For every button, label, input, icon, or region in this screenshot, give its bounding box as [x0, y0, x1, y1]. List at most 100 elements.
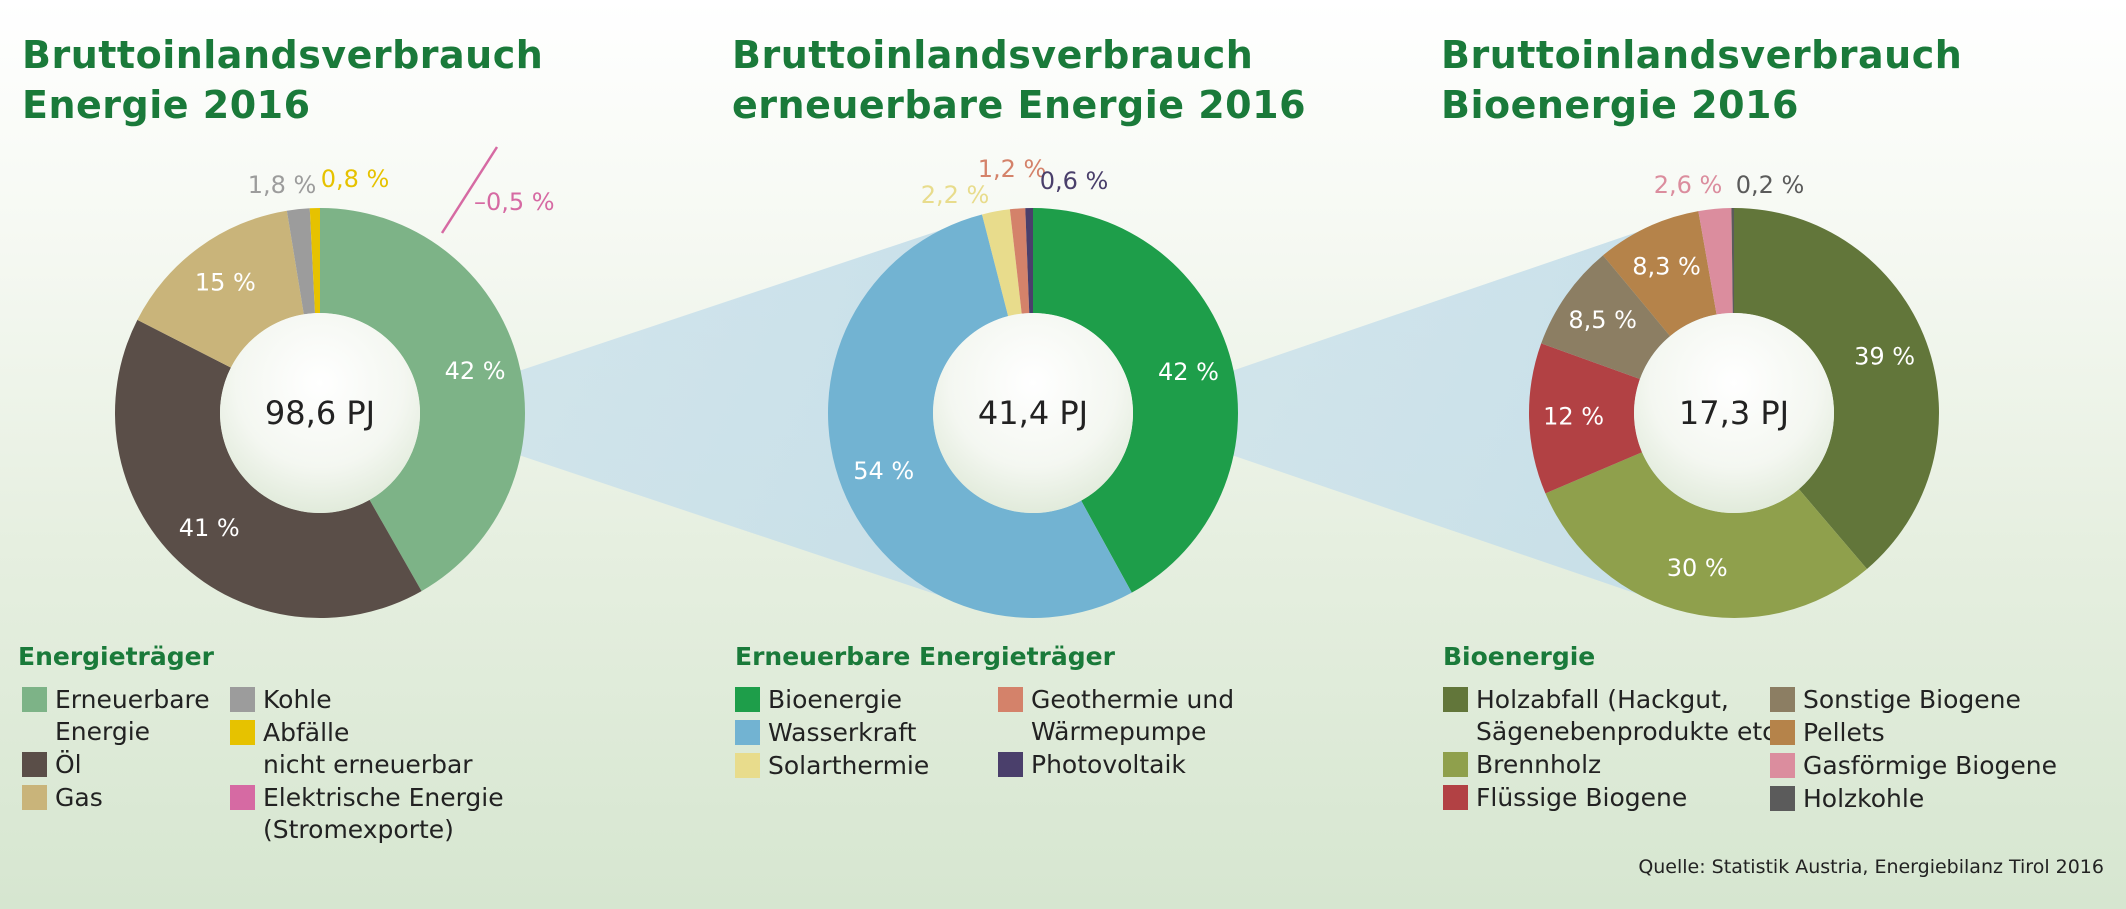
legend-swatch: [1770, 687, 1795, 712]
legend-label: Gasförmige Biogene: [1803, 751, 2058, 780]
donut-slice: [982, 209, 1022, 317]
legend-swatch: [22, 752, 47, 777]
legend-item: Erneuerbare Energie: [22, 684, 210, 748]
legend-1-column-1: Geothermie und Wärmepumpe Photovoltaik: [998, 684, 1234, 782]
source-note: Quelle: Statistik Austria, Energiebilanz…: [1638, 856, 2104, 878]
donut-slice: [320, 208, 526, 592]
donut-slice: [1731, 208, 1734, 314]
slice-label: 39 %: [1854, 343, 1915, 371]
donut-slice: [1025, 208, 1033, 314]
donut-slice: [1541, 255, 1671, 380]
legend-swatch: [735, 753, 760, 778]
legend-swatch: [22, 785, 47, 810]
donut-slice: [1033, 208, 1238, 593]
legend-swatch: [1770, 786, 1795, 811]
donut-slice: [137, 210, 304, 368]
legend-item: Elektrische Energie (Stromexporte): [230, 782, 504, 846]
legend-swatch: [1770, 753, 1795, 778]
slice-label: 41 %: [179, 514, 240, 542]
slice-label: 1,8 %: [248, 171, 317, 199]
legend-label: Bioenergie: [768, 685, 903, 714]
legend-swatch: [735, 720, 760, 745]
slice-label: 12 %: [1543, 403, 1604, 431]
legend-item: Flüssige Biogene: [1443, 782, 1794, 814]
chart-title-bioenergie: Bruttoinlandsverbrauch Bioenergie 2016: [1441, 33, 1963, 127]
chart-title-erneuerbare: Bruttoinlandsverbrauch erneuerbare Energi…: [732, 33, 1307, 127]
legend-item: Holzkohle: [1770, 783, 2057, 815]
donut-slice: [1009, 208, 1030, 314]
legend-title-bioenergie: Bioenergie: [1443, 642, 1596, 671]
donut-slice: [115, 319, 422, 618]
legend-item: Wasserkraft: [735, 717, 929, 749]
donut-slice: [1528, 343, 1643, 494]
legend-title-energietraeger: Energieträger: [18, 642, 214, 671]
donut-hole: [1634, 313, 1834, 513]
donut-hole: [933, 313, 1133, 513]
donut-center-label: 17,3 PJ: [1679, 394, 1789, 432]
legend-item: Öl: [22, 749, 210, 781]
slice-label: 2,2 %: [921, 181, 990, 209]
slice-label: 15 %: [195, 268, 256, 296]
slice-label: 1,2 %: [978, 155, 1047, 183]
legend-label: Öl: [55, 750, 82, 779]
legend-label: Brennholz: [1476, 750, 1602, 779]
legend-item: Kohle: [230, 684, 504, 716]
legend-2-column-0: Holzabfall (Hackgut, Sägenebenprodukte et…: [1443, 684, 1794, 815]
legend-swatch: [1443, 752, 1468, 777]
legend-swatch: [1443, 687, 1468, 712]
slice-label: 2,6 %: [1654, 171, 1723, 199]
legend-swatch: [22, 687, 47, 712]
legend-swatch: [998, 752, 1023, 777]
legend-label: Kohle: [263, 685, 332, 714]
donut-slice: [309, 208, 320, 314]
legend-label: Flüssige Biogene: [1476, 783, 1688, 812]
donut-slice: [1602, 211, 1717, 337]
legend-label: Gas: [55, 783, 103, 812]
legend-swatch: [1770, 720, 1795, 745]
legend-swatch: [1443, 785, 1468, 810]
legend-item: Abfälle nicht erneuerbar: [230, 717, 504, 781]
chart-title-energie: Bruttoinlandsverbrauch Energie 2016: [22, 33, 544, 127]
slice-label: 0,6 %: [1040, 167, 1109, 195]
slice-label: 42 %: [445, 357, 506, 385]
legend-item: Photovoltaik: [998, 749, 1234, 781]
legend-label: Photovoltaik: [1031, 750, 1186, 779]
slice-label: 30 %: [1667, 554, 1728, 582]
slice-label: 8,3 %: [1632, 252, 1701, 280]
legend-swatch: [230, 720, 255, 745]
legend-swatch: [998, 687, 1023, 712]
legend-item: Geothermie und Wärmepumpe: [998, 684, 1234, 748]
legend-label: Erneuerbare Energie: [55, 685, 210, 746]
legend-item: Sonstige Biogene: [1770, 684, 2057, 716]
donut-chart-2: 42 % 54 % 2,2 %1,2 %0,6 % 41,4 PJ: [828, 155, 1238, 618]
legend-item: Gasförmige Biogene: [1770, 750, 2057, 782]
slice-label: 0,2 %: [1736, 171, 1805, 199]
legend-swatch: [230, 785, 255, 810]
donut-center-label: 41,4 PJ: [978, 394, 1088, 432]
annotation-line: [440, 146, 499, 234]
legend-item: Bioenergie: [735, 684, 929, 716]
donut-slice: [286, 208, 316, 315]
legend-2-column-1: Sonstige Biogene Pellets Gasförmige Biogen…: [1770, 684, 2057, 816]
donut-slice: [1734, 208, 1939, 570]
donut-center-label: 98,6 PJ: [265, 394, 375, 432]
slice-label: 54 %: [853, 457, 914, 485]
legend-swatch: [230, 687, 255, 712]
legend-label: Geothermie und Wärmepumpe: [1031, 685, 1235, 746]
donut-hole: [220, 313, 420, 513]
legend-item: Pellets: [1770, 717, 2057, 749]
legend-item: Gas: [22, 782, 210, 814]
legend-label: Solarthermie: [768, 751, 930, 780]
legend-item: Solarthermie: [735, 750, 929, 782]
slice-label: 8,5 %: [1568, 306, 1637, 334]
legend-title-erneuerbare: Erneuerbare Energieträger: [735, 642, 1115, 671]
legend-0-column-1: Kohle Abfälle nicht erneuerbar Elektrische …: [230, 684, 504, 847]
donut-slice: [1698, 208, 1733, 315]
legend-label: Elektrische Energie (Stromexporte): [263, 783, 504, 844]
donut-chart-1: 42 % 41 % 15 % 1,8 % 0,8 % 98,6 PJ –0,5 %: [115, 146, 555, 618]
slice-label: 42 %: [1158, 358, 1219, 386]
legend-label: Sonstige Biogene: [1803, 685, 2021, 714]
legend-1-column-0: Bioenergie Wasserkraft Solarthermie: [735, 684, 929, 783]
legend-label: Holzabfall (Hackgut, Sägenebenprodukte et…: [1476, 685, 1794, 746]
